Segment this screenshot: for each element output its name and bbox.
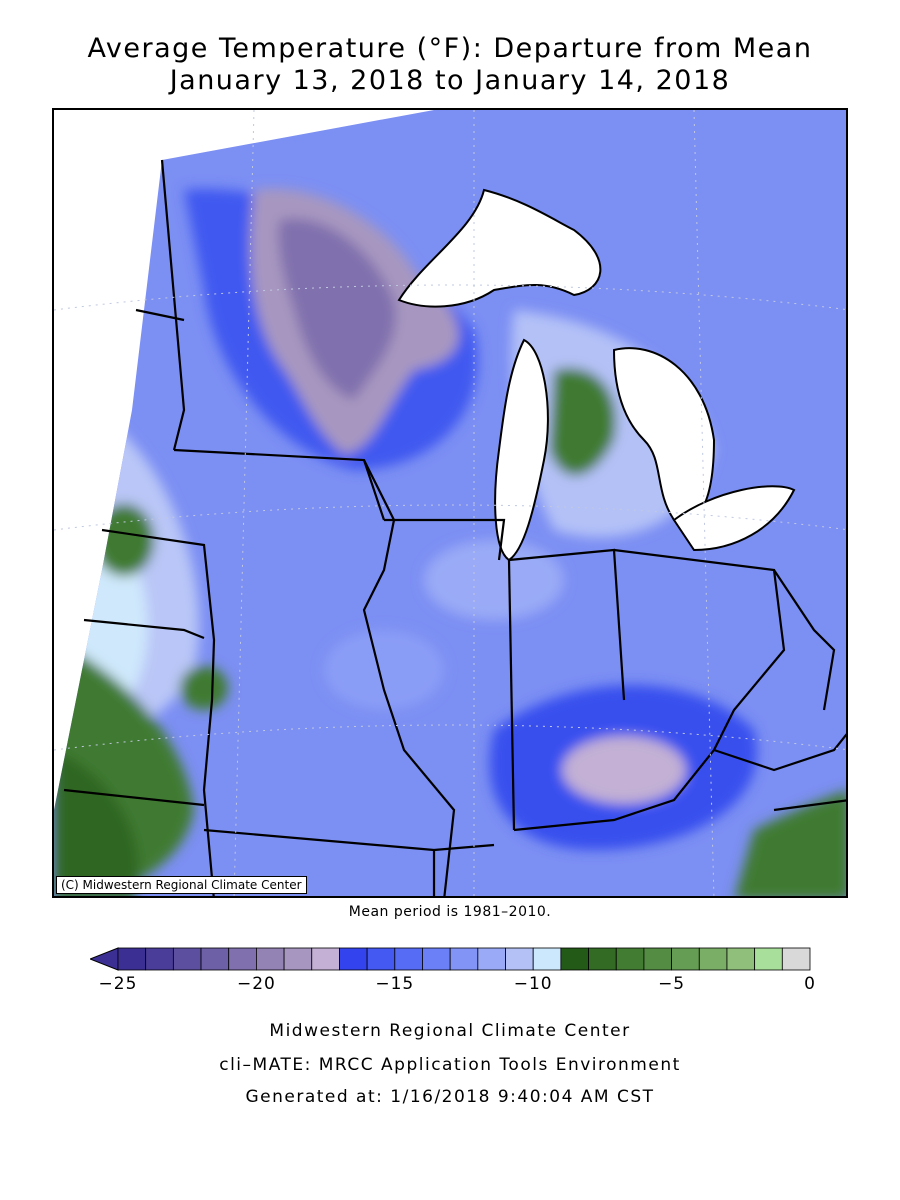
legend-tick-label: 0 [804,974,816,994]
legend-tick-label: −10 [513,974,553,994]
legend-bar [88,947,811,971]
legend-swatch [505,947,534,971]
lat-lon-grid [54,110,846,896]
legend-swatch [449,947,479,971]
footer-organization: Midwestern Regional Climate Center [269,1021,631,1041]
legend-swatch [588,947,617,971]
legend-swatch [698,947,728,971]
legend-swatch [477,947,506,971]
legend-arrow [88,947,119,971]
legend-swatch [560,947,589,971]
legend-swatch [754,947,783,971]
legend-swatch [366,947,396,971]
legend-swatch [671,947,700,971]
legend-swatch [117,947,147,971]
legend-swatch [228,947,257,971]
temperature-departure-map: (C) Midwestern Regional Climate Center [52,108,848,898]
legend-tick-label: −15 [375,974,415,994]
mean-period-note: Mean period is 1981–2010. [348,904,552,920]
great-lakes [397,188,796,562]
legend-swatch [145,947,174,971]
map-date-range: January 13, 2018 to January 14, 2018 [169,65,731,96]
copyright-label: (C) Midwestern Regional Climate Center [56,876,307,894]
state-borders [63,159,846,896]
legend-swatch [172,947,202,971]
map-title: Average Temperature (°F): Departure from… [87,33,813,64]
legend-swatch [615,947,645,971]
legend-swatch [422,947,451,971]
legend-swatch [255,947,285,971]
legend-swatch [532,947,562,971]
legend-swatch [394,947,423,971]
legend-swatch [311,947,340,971]
footer-generated-time: Generated at: 1/16/2018 9:40:04 AM CST [245,1087,655,1107]
legend-tick-label: −5 [658,974,686,994]
legend-swatch [781,947,811,971]
legend-swatch [339,947,368,971]
legend-swatch [643,947,672,971]
footer-application: cli–MATE: MRCC Application Tools Environ… [219,1055,681,1075]
map-canvas [54,110,846,896]
legend-swatch [200,947,230,971]
legend-tick-label: −25 [98,974,138,994]
legend-swatch [283,947,313,971]
legend-tick-label: −20 [236,974,276,994]
color-scale-legend: −25 −20 −15 −10 −5 0 [88,946,815,996]
legend-swatch [726,947,756,971]
